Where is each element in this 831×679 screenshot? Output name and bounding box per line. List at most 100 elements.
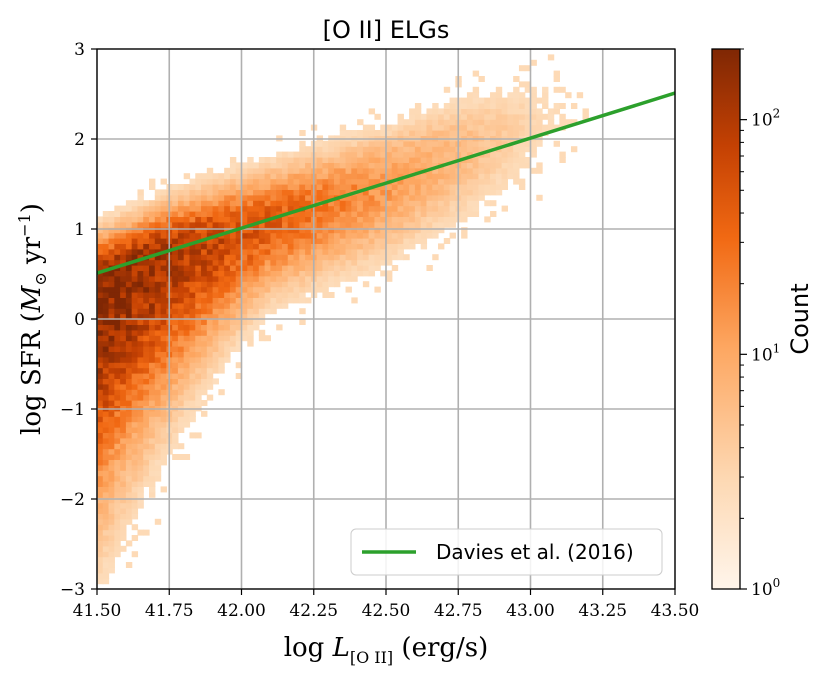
heatmap-cell [276,292,283,298]
heatmap-cell [397,162,404,169]
heatmap-cell [120,297,127,304]
heatmap-cell [177,389,185,396]
heatmap-cell [137,464,144,471]
heatmap-cell [328,205,335,212]
heatmap-cell [102,481,110,487]
heatmap-cell [258,157,266,163]
heatmap-cell [241,211,248,217]
heatmap-cell [229,292,237,298]
heatmap-cell [461,232,468,239]
heatmap-cell [195,248,202,255]
heatmap-cell [397,184,404,190]
heatmap-cell [299,173,306,180]
heatmap-cell [206,254,214,261]
heatmap-cell [449,103,456,109]
heatmap-cell [293,270,300,277]
heatmap-cell [518,151,526,158]
heatmap-cell [305,232,312,239]
heatmap-cell [264,227,271,234]
heatmap-cell [357,243,364,250]
heatmap-cell [542,113,549,120]
heatmap-cell [333,248,341,255]
heatmap-cell [357,200,364,207]
heatmap-cell [149,232,156,239]
heatmap-cell [177,194,185,201]
heatmap-cell [253,319,260,325]
heatmap-cell [183,297,191,304]
colorbar-gradient [711,48,741,590]
heatmap-cell [218,221,225,228]
heatmap-cell [333,146,341,153]
heatmap-cell [108,464,115,471]
heatmap-cell [270,270,277,277]
heatmap-cell [438,189,445,196]
heatmap-cell [426,113,433,120]
heatmap-cell [143,243,150,250]
heatmap-cell [380,140,387,147]
heatmap-cell [414,173,422,180]
heatmap-cell [120,389,127,396]
heatmap-cell [316,259,324,266]
heatmap-cell [368,157,376,163]
heatmap-cell [212,275,219,282]
heatmap-cell [258,221,266,228]
heatmap-cell [524,119,532,126]
heatmap-cell [449,108,456,115]
heatmap-cell [108,470,115,477]
heatmap-cell [149,437,156,444]
heatmap-cell [235,286,243,293]
heatmap-cell [143,427,150,433]
heatmap-cell [241,286,248,293]
heatmap-cell [264,211,271,217]
heatmap-cell [114,335,121,342]
heatmap-cell [403,221,410,228]
heatmap-cell [114,275,121,282]
heatmap-cell [160,313,167,320]
heatmap-cell [432,189,439,196]
heatmap-cell [397,189,404,196]
heatmap-cell [97,508,104,514]
heatmap-cell [391,248,399,255]
heatmap-cell [316,221,324,228]
heatmap-cell [229,286,237,293]
heatmap-cell [362,151,370,158]
heatmap-cell [513,103,520,109]
heatmap-cell [397,205,404,212]
heatmap-cell [229,313,237,320]
heatmap-cell [287,227,295,234]
heatmap-cell [102,572,110,579]
heatmap-cell [154,340,162,347]
heatmap-cell [114,232,121,239]
heatmap-cell [420,227,428,234]
heatmap-cell [293,232,300,239]
heatmap-cell [345,178,352,185]
heatmap-cell [253,227,260,234]
heatmap-cell [253,232,260,239]
heatmap-cell [125,475,133,482]
heatmap-cell [195,189,202,196]
heatmap-cell [177,378,185,385]
heatmap-cell [154,248,162,255]
heatmap-cell [368,140,376,147]
heatmap-cell [201,189,208,196]
heatmap-cell [224,297,231,304]
heatmap-cell [189,184,196,190]
heatmap-cell [478,97,485,104]
heatmap-cell [212,238,219,244]
heatmap-cell [114,362,121,369]
heatmap-cell [414,200,422,207]
heatmap-cell [125,324,133,331]
heatmap-cell [172,205,179,212]
heatmap-cell [114,319,121,325]
heatmap-cell [120,416,127,423]
heatmap-cell [108,421,115,428]
heatmap-cell [131,340,139,347]
heatmap-cell [125,427,133,433]
heatmap-cell [201,329,208,336]
heatmap-cell [224,243,231,250]
heatmap-cell [530,140,537,147]
heatmap-cell [224,346,231,352]
heatmap-cell [328,275,335,282]
heatmap-cell [189,200,196,207]
